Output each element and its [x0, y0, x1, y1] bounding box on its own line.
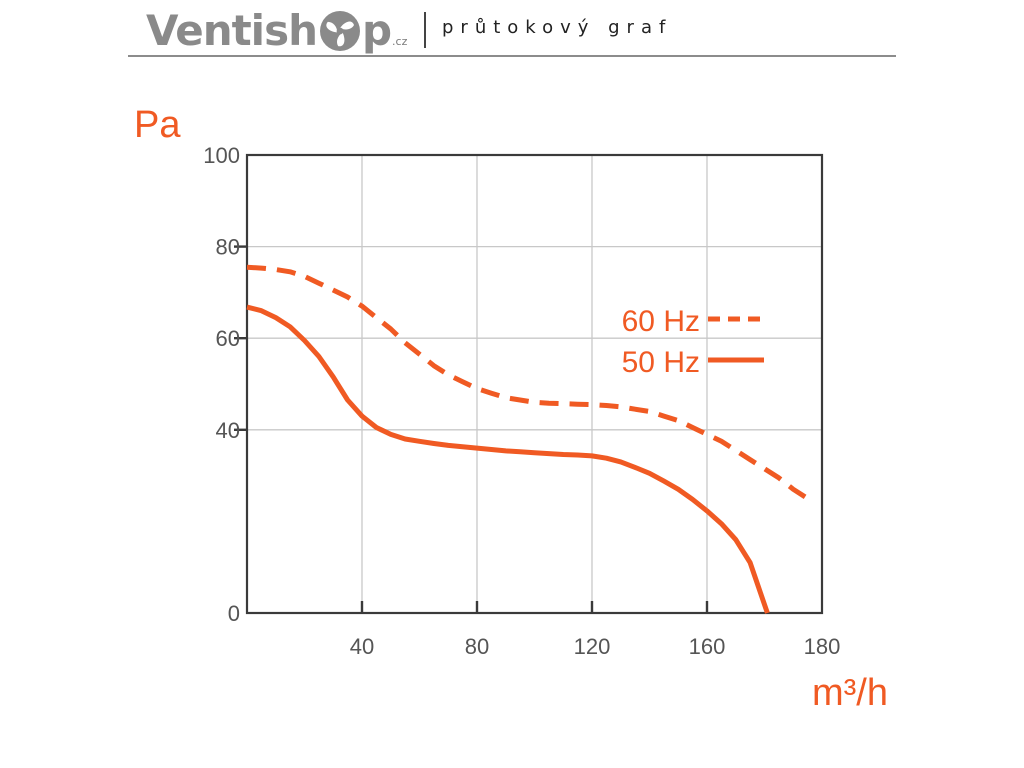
plot-frame	[245, 153, 824, 615]
brand-name-part2: p	[361, 6, 392, 55]
brand-tld: .cz	[392, 35, 408, 48]
brand-logo[interactable]: Ventish p .cz	[146, 4, 407, 54]
fan-icon	[319, 11, 360, 51]
x-axis-label: m³/h	[812, 672, 888, 714]
header-separator	[424, 12, 426, 48]
header-divider	[128, 55, 896, 57]
y-tick-label: 80	[216, 235, 240, 260]
legend-label: 50 Hz	[622, 346, 700, 379]
y-tick-label: 0	[228, 601, 240, 626]
brand-name-part1: Ventish	[146, 6, 318, 55]
y-axis-label: Pa	[134, 104, 181, 146]
header-subtitle: průtokový graf	[442, 17, 673, 38]
y-tick-label: 40	[216, 418, 240, 443]
series-line-60hz	[246, 264, 809, 501]
x-tick-label: 180	[804, 634, 841, 659]
header: Ventish p .cz průtokový graf	[128, 0, 896, 57]
flow-chart: 0 40 60 80 100 40 80 120 160 180 Pa m³/h 60 Hz 50 Hz	[134, 104, 888, 714]
series-line-50hz	[246, 304, 770, 614]
x-tick-label: 40	[350, 634, 374, 659]
y-tick-label: 60	[216, 326, 240, 351]
legend-label: 60 Hz	[622, 305, 700, 338]
x-tick-label: 120	[574, 634, 611, 659]
x-tick-label: 160	[689, 634, 726, 659]
y-tick-label: 100	[203, 143, 240, 168]
x-tick-label: 80	[465, 634, 489, 659]
